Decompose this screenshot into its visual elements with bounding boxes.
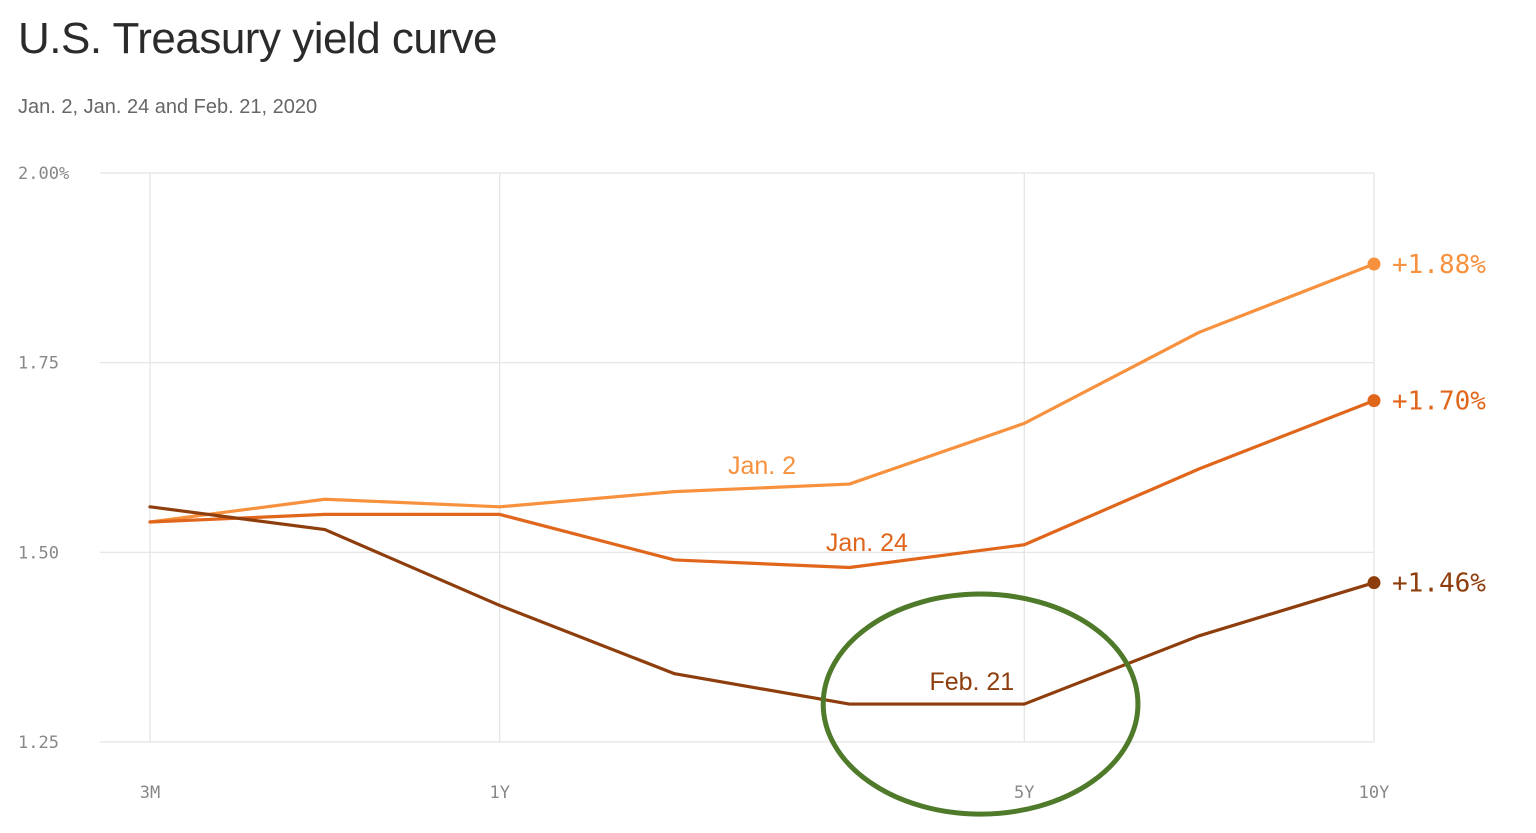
x-tick-label: 3M (140, 783, 160, 803)
y-tick-label: 1.25 (18, 733, 59, 753)
series-end-label: +1.46% (1392, 569, 1486, 599)
series-line (148, 399, 1376, 570)
series-end-label: +1.88% (1392, 250, 1486, 280)
highlight-ellipse-annotation (820, 591, 1141, 817)
series-name-label: Jan. 24 (826, 529, 908, 557)
x-tick-label: 1Y (489, 783, 509, 803)
y-tick-label: 1.50 (18, 543, 59, 563)
series-end-point (1367, 394, 1381, 408)
series-line (148, 262, 1376, 524)
chart-subtitle: Jan. 2, Jan. 24 and Feb. 21, 2020 (18, 96, 318, 118)
series-end-point (1367, 576, 1381, 590)
series-name-label: Jan. 2 (728, 452, 796, 480)
chart-title: U.S. Treasury yield curve (18, 14, 498, 63)
series-end-label: +1.70% (1392, 387, 1486, 417)
y-tick-label: 2.00% (18, 164, 69, 184)
x-tick-label: 10Y (1359, 783, 1390, 803)
series-end-point (1367, 257, 1381, 271)
series-line (148, 505, 1376, 706)
series-name-label: Feb. 21 (929, 668, 1014, 696)
x-tick-label: 5Y (1014, 783, 1034, 803)
y-tick-label: 1.75 (18, 354, 59, 374)
